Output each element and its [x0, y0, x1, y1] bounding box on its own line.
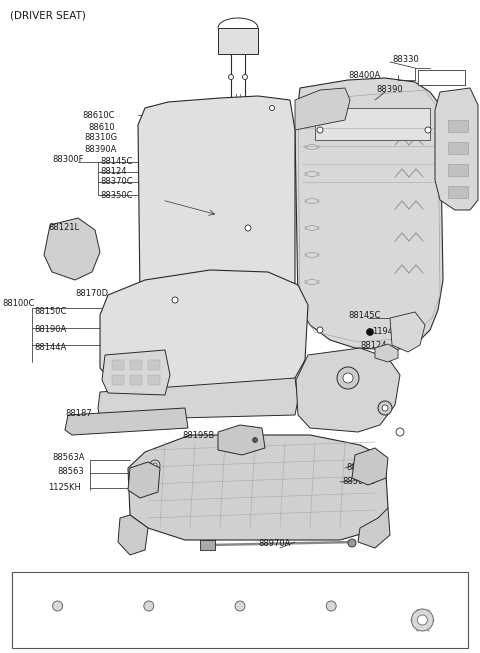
Circle shape: [418, 615, 427, 625]
Polygon shape: [130, 375, 142, 385]
Polygon shape: [148, 375, 160, 385]
Circle shape: [252, 438, 257, 443]
Text: 88170D: 88170D: [75, 289, 108, 298]
Text: 1338AB: 1338AB: [405, 577, 440, 586]
Polygon shape: [128, 435, 388, 540]
Polygon shape: [200, 540, 215, 550]
Circle shape: [172, 297, 178, 303]
Polygon shape: [65, 408, 188, 435]
Circle shape: [150, 460, 160, 470]
Text: 1241AA: 1241AA: [40, 577, 75, 586]
Text: 88124: 88124: [360, 342, 386, 351]
Text: 88970A: 88970A: [258, 539, 290, 549]
Polygon shape: [352, 448, 388, 485]
Text: 88390: 88390: [376, 86, 403, 95]
Circle shape: [242, 74, 248, 80]
Circle shape: [337, 367, 359, 389]
Circle shape: [245, 225, 251, 231]
Polygon shape: [112, 360, 124, 370]
Text: 88195B: 88195B: [182, 430, 215, 439]
Text: 88330: 88330: [392, 56, 419, 65]
Polygon shape: [448, 120, 468, 132]
Polygon shape: [390, 312, 425, 352]
Text: 1125KH: 1125KH: [48, 483, 81, 492]
Polygon shape: [100, 270, 308, 395]
Circle shape: [343, 373, 353, 383]
Text: 88390A: 88390A: [84, 146, 116, 155]
Polygon shape: [148, 360, 160, 370]
Polygon shape: [98, 378, 298, 420]
Circle shape: [348, 539, 356, 547]
Polygon shape: [435, 88, 478, 210]
Text: 88350C: 88350C: [100, 191, 132, 200]
Text: 88300F: 88300F: [52, 155, 84, 165]
Bar: [12, 572, 468, 648]
Circle shape: [53, 601, 62, 611]
Polygon shape: [448, 164, 468, 176]
Polygon shape: [128, 462, 160, 498]
Circle shape: [269, 106, 275, 110]
FancyBboxPatch shape: [418, 69, 465, 84]
Polygon shape: [448, 186, 468, 198]
Text: 88563: 88563: [57, 468, 84, 477]
Circle shape: [144, 601, 154, 611]
Polygon shape: [358, 508, 390, 548]
Circle shape: [382, 405, 388, 411]
Text: 88310G: 88310G: [84, 133, 117, 142]
Polygon shape: [118, 515, 148, 555]
Text: 88145C: 88145C: [348, 311, 380, 321]
Text: 88563A: 88563A: [52, 453, 84, 462]
Circle shape: [317, 127, 323, 133]
Text: 88150C: 88150C: [34, 308, 66, 317]
Text: 88567C: 88567C: [346, 462, 379, 471]
Polygon shape: [138, 96, 295, 340]
Text: 1229DE: 1229DE: [131, 577, 167, 586]
Text: 88100C: 88100C: [2, 298, 35, 308]
Text: 88144A: 88144A: [34, 343, 66, 351]
Polygon shape: [130, 360, 142, 370]
Circle shape: [235, 601, 245, 611]
Circle shape: [153, 463, 157, 467]
Circle shape: [367, 328, 373, 336]
Polygon shape: [375, 344, 398, 362]
Text: (DRIVER SEAT): (DRIVER SEAT): [10, 11, 86, 21]
Circle shape: [378, 401, 392, 415]
Circle shape: [396, 428, 404, 436]
Polygon shape: [218, 28, 258, 54]
Text: 1194GB: 1194GB: [421, 74, 455, 82]
Text: 1231DE: 1231DE: [222, 577, 258, 586]
Text: 88145C: 88145C: [100, 157, 132, 167]
Circle shape: [326, 601, 336, 611]
Polygon shape: [218, 425, 265, 455]
Text: 88500G: 88500G: [342, 477, 375, 485]
Polygon shape: [296, 348, 400, 432]
Circle shape: [139, 474, 147, 482]
Text: 1194GB: 1194GB: [372, 328, 406, 336]
Polygon shape: [44, 218, 100, 280]
Polygon shape: [295, 78, 443, 350]
Text: 88370C: 88370C: [100, 178, 132, 187]
Circle shape: [364, 461, 372, 469]
Text: 88121L: 88121L: [48, 223, 79, 232]
Text: 88124: 88124: [100, 168, 127, 176]
Text: 88610C: 88610C: [82, 110, 115, 119]
Polygon shape: [295, 88, 350, 130]
Polygon shape: [102, 350, 170, 395]
Circle shape: [228, 74, 233, 80]
Text: 1243BD: 1243BD: [313, 577, 349, 586]
Text: 88190A: 88190A: [34, 325, 66, 334]
Text: 88610: 88610: [88, 123, 115, 131]
Circle shape: [411, 609, 433, 631]
Circle shape: [425, 127, 431, 133]
Polygon shape: [112, 375, 124, 385]
Text: 88187: 88187: [65, 409, 92, 417]
Polygon shape: [448, 142, 468, 154]
Circle shape: [317, 327, 323, 333]
Polygon shape: [315, 108, 430, 140]
Text: 88400A: 88400A: [348, 71, 380, 80]
